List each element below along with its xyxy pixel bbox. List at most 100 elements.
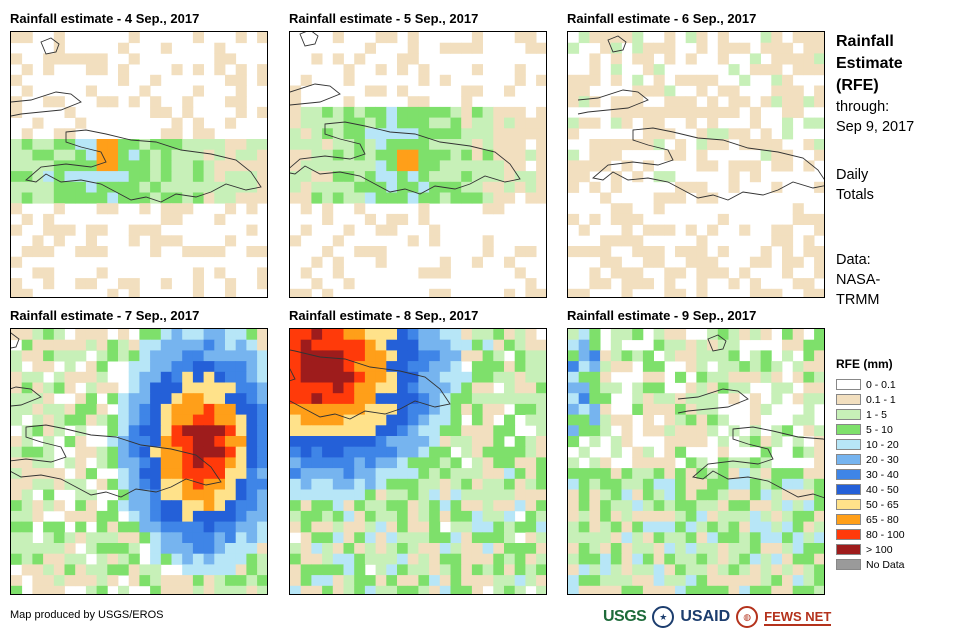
rainfall-cell (664, 575, 676, 587)
rainfall-cell (514, 403, 526, 415)
rainfall-cell (21, 350, 33, 362)
rainfall-cell (814, 510, 824, 522)
rainfall-cell (332, 160, 344, 172)
rainfall-cell (43, 149, 55, 161)
rainfall-cell (290, 106, 302, 118)
rainfall-cell (685, 532, 697, 544)
rainfall-cell (203, 339, 215, 351)
rainfall-cell (300, 117, 312, 129)
rainfall-cell (642, 489, 654, 501)
rainfall-cell (364, 575, 376, 587)
rainfall-cell (803, 446, 815, 458)
rainfall-cell (43, 224, 55, 236)
rainfall-cell (600, 564, 612, 576)
rainfall-cell (568, 585, 580, 594)
rainfall-cell (107, 181, 119, 193)
rainfall-cell (386, 181, 398, 193)
rainfall-cell (214, 575, 226, 587)
rainfall-cell (728, 382, 740, 394)
rainfall-cell (343, 500, 355, 512)
rainfall-cell (696, 339, 708, 351)
rainfall-cell (96, 382, 108, 394)
rainfall-cell (32, 117, 44, 129)
rainfall-cell (439, 74, 451, 86)
rainfall-cell (118, 585, 130, 594)
rainfall-cell (43, 500, 55, 512)
rainfall-cell (107, 203, 119, 215)
rainfall-cell (128, 278, 140, 290)
rainfall-cell (343, 446, 355, 458)
rainfall-cell (214, 361, 226, 373)
rainfall-cell (225, 446, 237, 458)
rainfall-cell (482, 149, 494, 161)
rainfall-cell (536, 585, 546, 594)
rainfall-cell (771, 53, 783, 65)
legend-item: 1 - 5 (836, 407, 905, 422)
rainfall-cell (182, 361, 194, 373)
rainfall-cell (11, 457, 23, 469)
rainfall-cell (536, 139, 546, 151)
rainfall-cell (322, 532, 334, 544)
rainfall-cell (386, 139, 398, 151)
rainfall-cell (418, 403, 430, 415)
rainfall-cell (568, 96, 580, 108)
rainfall-cell (536, 575, 546, 587)
rainfall-cell (300, 371, 312, 383)
rainfall-cell (386, 553, 398, 565)
rainfall-cell (803, 213, 815, 225)
rainfall-cell (386, 224, 398, 236)
rainfall-cell (792, 489, 804, 501)
rainfall-cell (482, 446, 494, 458)
rainfall-cell (450, 553, 462, 565)
rainfall-cell (568, 500, 580, 512)
rainfall-cell (75, 403, 87, 415)
rainfall-cell (397, 139, 409, 151)
rainfall-cell (354, 446, 366, 458)
rainfall-cell (332, 350, 344, 362)
rainfall-cell (504, 553, 516, 565)
rainfall-cell (717, 267, 729, 279)
rainfall-cell (32, 361, 44, 373)
rainfall-cell (782, 267, 794, 279)
rainfall-cell (407, 585, 419, 594)
rainfall-cell (53, 160, 65, 172)
rainfall-cell (407, 149, 419, 161)
rainfall-cell (343, 350, 355, 362)
rainfall-cell (696, 489, 708, 501)
rainfall-cell (182, 500, 194, 512)
rainfall-cell (696, 543, 708, 555)
rainfall-cell (771, 521, 783, 533)
rainfall-cell (450, 371, 462, 383)
rainfall-cell (150, 235, 162, 247)
rainfall-cell (96, 203, 108, 215)
rainfall-cell (160, 203, 172, 215)
rainfall-cell (53, 478, 65, 490)
rainfall-cell (418, 521, 430, 533)
rainfall-cell (418, 117, 430, 129)
rainfall-cell (107, 457, 119, 469)
rainfall-cell (386, 192, 398, 204)
rainfall-cell (461, 575, 473, 587)
rainfall-cell (418, 160, 430, 172)
rainfall-cell (461, 489, 473, 501)
rainfall-cell (118, 74, 130, 86)
rainfall-cell (225, 160, 237, 172)
rainfall-cell (118, 521, 130, 533)
rainfall-cell (578, 224, 590, 236)
rainfall-cell (664, 510, 676, 522)
rainfall-cell (407, 350, 419, 362)
rainfall-cell (525, 478, 537, 490)
rainfall-cell (525, 543, 537, 555)
rainfall-cell (225, 181, 237, 193)
rainfall-cell (375, 553, 387, 565)
rainfall-cell (203, 361, 215, 373)
rainfall-cell (792, 32, 804, 44)
rainfall-cell (322, 436, 334, 448)
rainfall-cell (589, 414, 601, 426)
coastline (11, 424, 222, 498)
rainfall-cell (128, 160, 140, 172)
rainfall-cell (85, 224, 97, 236)
rainfall-cell (461, 393, 473, 405)
rainfall-cell (504, 425, 516, 437)
rainfall-cell (504, 85, 516, 97)
